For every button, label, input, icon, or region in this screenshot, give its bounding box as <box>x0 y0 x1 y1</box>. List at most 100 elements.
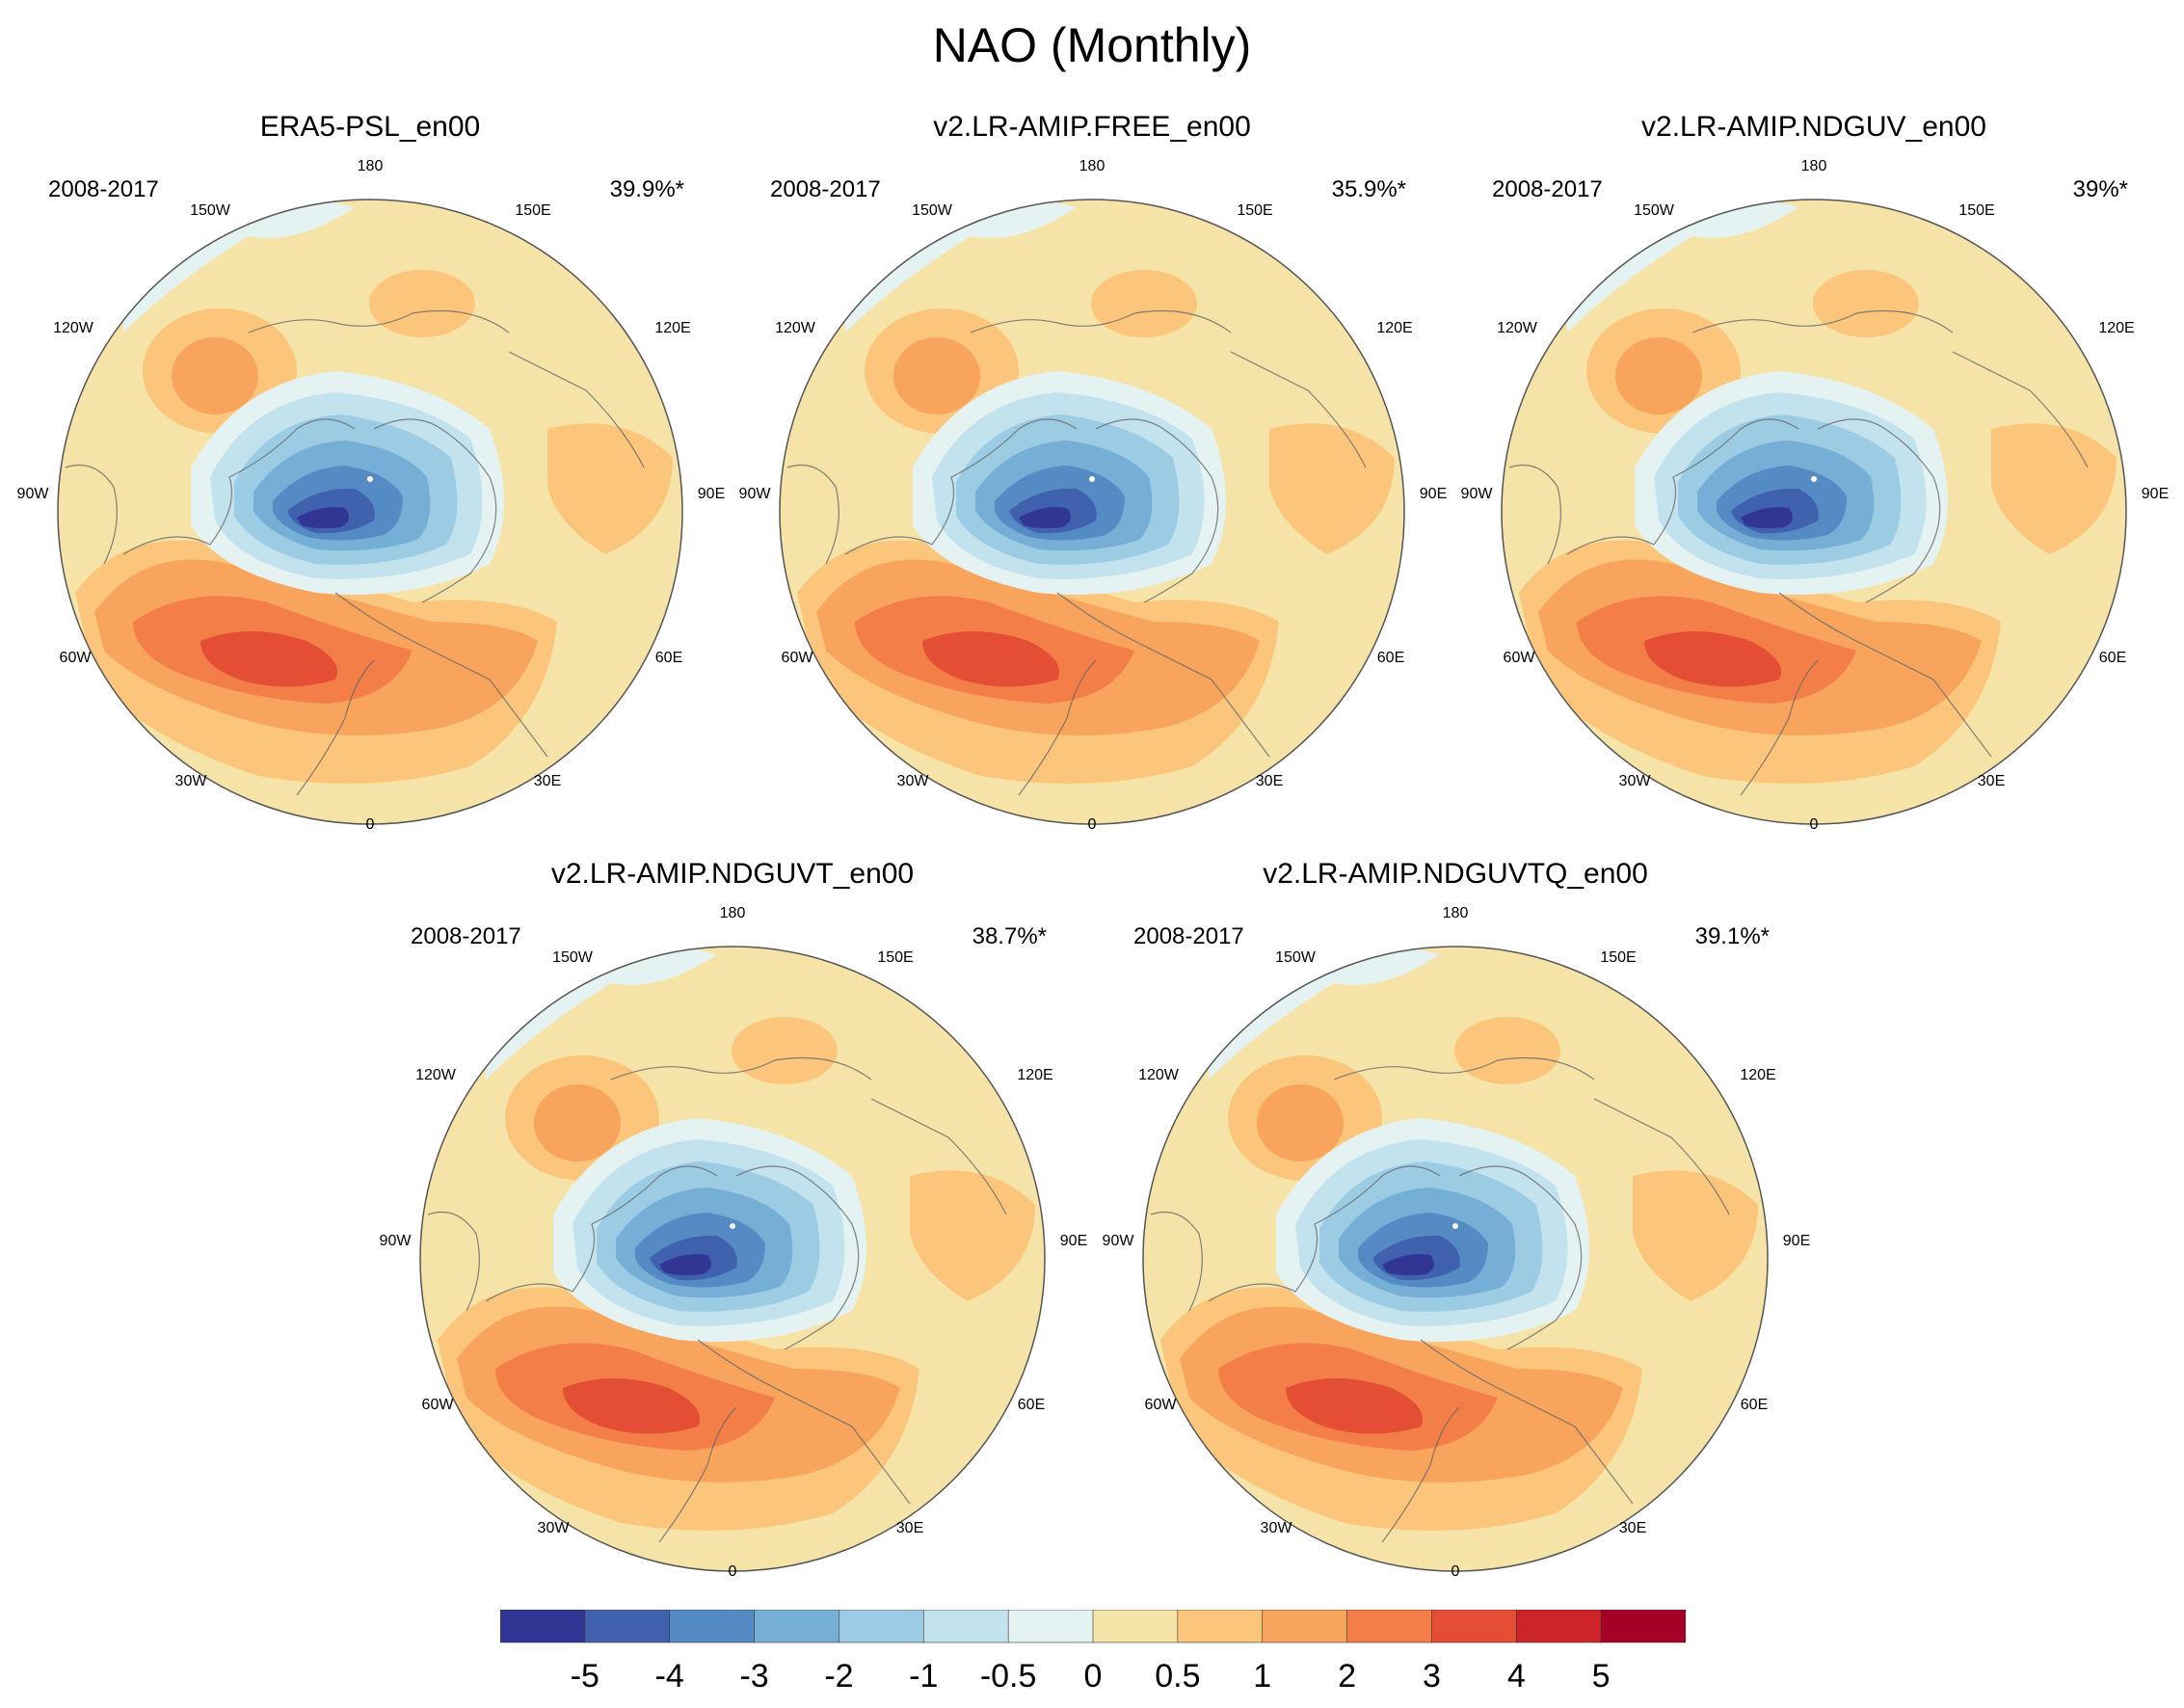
lon-label-120w: 120W <box>775 320 816 336</box>
map-panel-ndguv: v2.LR-AMIP.NDGUV_en00 180 150W 150E 120W… <box>1452 111 2176 863</box>
colorbar-box <box>669 1610 756 1643</box>
lon-label-30e: 30E <box>1619 1520 1646 1536</box>
lon-label-150w: 150W <box>1275 949 1317 966</box>
lon-label-30w: 30W <box>1261 1520 1293 1536</box>
map-panel-free: v2.LR-AMIP.FREE_en00 180 150W 150E 120W … <box>730 111 1454 863</box>
polar-map: 180 150W 150E 120W 120E 90W 90E 60W 60E … <box>1461 158 2170 833</box>
lon-label-180: 180 <box>720 905 746 921</box>
colorbar-box <box>500 1610 586 1643</box>
colorbar-tick-label: -5 <box>571 1658 599 1695</box>
lon-label-150w: 150W <box>912 202 953 219</box>
colorbar-tick-label: 0 <box>1084 1658 1103 1695</box>
lon-label-60e: 60E <box>1018 1397 1045 1413</box>
lon-label-90w: 90W <box>739 486 772 502</box>
period-label: 2008-2017 <box>411 923 521 949</box>
lon-label-90e: 90E <box>698 486 725 502</box>
lon-label-60e: 60E <box>2099 650 2126 666</box>
lon-label-60w: 60W <box>1145 1397 1178 1413</box>
period-label: 2008-2017 <box>770 176 881 202</box>
period-label: 2008-2017 <box>1133 923 1244 949</box>
lon-label-60e: 60E <box>655 650 682 666</box>
colorbar-box <box>584 1610 671 1643</box>
lon-label-0: 0 <box>366 816 375 833</box>
lon-label-180: 180 <box>1079 158 1105 174</box>
lon-label-150e: 150E <box>1600 949 1636 966</box>
panel-title: v2.LR-AMIP.FREE_en00 <box>933 111 1251 143</box>
colorbar-ticks: -5 -4 -3 -2 -1 -0.5 0 0.5 1 2 3 4 5 <box>571 1658 1611 1695</box>
lon-label-30e: 30E <box>1256 773 1283 789</box>
lon-label-120e: 120E <box>1740 1067 1775 1083</box>
lon-label-120e: 120E <box>1017 1067 1052 1083</box>
colorbar-tick-label: -3 <box>739 1658 768 1695</box>
colorbar-box <box>1346 1610 1433 1643</box>
lon-label-30w: 30W <box>538 1520 571 1536</box>
colorbar-tick-label: -0.5 <box>980 1658 1037 1695</box>
lon-label-180: 180 <box>1801 158 1827 174</box>
colorbar-box <box>839 1610 925 1643</box>
panel-title: v2.LR-AMIP.NDGUVT_en00 <box>550 858 915 890</box>
colorbar-box <box>1431 1610 1518 1643</box>
lon-label-0: 0 <box>729 1563 737 1580</box>
colorbar-tick-label: 0.5 <box>1155 1658 1200 1695</box>
lon-label-120e: 120E <box>2098 320 2134 336</box>
lon-label-150e: 150E <box>1237 202 1272 219</box>
period-label: 2008-2017 <box>1492 176 1603 202</box>
lon-label-120e: 120E <box>654 320 690 336</box>
variance-label: 39.9%* <box>609 176 684 202</box>
colorbar-tick-label: 3 <box>1423 1658 1441 1695</box>
lon-label-0: 0 <box>1088 816 1097 833</box>
lon-label-30w: 30W <box>897 773 930 789</box>
lon-label-150e: 150E <box>877 949 913 966</box>
lon-label-120e: 120E <box>1376 320 1412 336</box>
map-panel-era5: ERA5-PSL_en00 180 150W 150E 120W 120E 90… <box>8 111 732 863</box>
lon-label-60w: 60W <box>60 650 93 666</box>
panel-title: v2.LR-AMIP.NDGUVTQ_en00 <box>1263 858 1648 890</box>
lon-label-120w: 120W <box>415 1067 457 1083</box>
colorbar-box <box>1262 1610 1348 1643</box>
panel-title: ERA5-PSL_en00 <box>259 111 481 143</box>
lon-label-90w: 90W <box>1461 486 1494 502</box>
lon-label-30w: 30W <box>1619 773 1652 789</box>
lon-label-90e: 90E <box>1060 1233 1087 1249</box>
colorbar-tick-label: 5 <box>1592 1658 1611 1695</box>
lon-label-30w: 30W <box>175 773 208 789</box>
lon-label-120w: 120W <box>53 320 94 336</box>
period-label: 2008-2017 <box>48 176 159 202</box>
variance-label: 35.9%* <box>1331 176 1406 202</box>
lon-label-150e: 150E <box>515 202 550 219</box>
colorbar: -5 -4 -3 -2 -1 -0.5 0 0.5 1 2 3 4 5 <box>500 1610 1686 1695</box>
panel-title: v2.LR-AMIP.NDGUV_en00 <box>1641 111 1986 143</box>
colorbar-tick-label: -2 <box>824 1658 853 1695</box>
lon-label-30e: 30E <box>896 1520 923 1536</box>
colorbar-box <box>1177 1610 1264 1643</box>
variance-label: 38.7%* <box>972 923 1047 949</box>
lon-label-180: 180 <box>1443 905 1469 921</box>
lon-label-60w: 60W <box>782 650 814 666</box>
map-panel-ndguvtq: v2.LR-AMIP.NDGUVTQ_en00 180 150W 150E 12… <box>1093 858 1818 1610</box>
colorbar-box <box>1092 1610 1179 1643</box>
variance-label: 39.1%* <box>1694 923 1770 949</box>
map-panel-ndguvt: v2.LR-AMIP.NDGUVT_en00 180 150W 150E 120… <box>370 858 1095 1610</box>
polar-map: 180 150W 150E 120W 120E 90W 90E 60W 60E … <box>380 905 1088 1580</box>
polar-map: 180 150W 150E 120W 120E 90W 90E 60W 60E … <box>17 158 726 833</box>
lon-label-30e: 30E <box>534 773 561 789</box>
lon-label-180: 180 <box>358 158 384 174</box>
lon-label-60e: 60E <box>1741 1397 1768 1413</box>
lon-label-150e: 150E <box>1958 202 1994 219</box>
colorbar-tick-label: -1 <box>909 1658 938 1695</box>
colorbar-tick-label: 1 <box>1253 1658 1271 1695</box>
lon-label-0: 0 <box>1452 1563 1460 1580</box>
colorbar-box <box>1600 1610 1686 1643</box>
colorbar-boxes <box>500 1610 1686 1643</box>
lon-label-90e: 90E <box>1783 1233 1810 1249</box>
colorbar-box <box>754 1610 840 1643</box>
lon-label-60w: 60W <box>1504 650 1536 666</box>
colorbar-tick-label: 4 <box>1507 1658 1526 1695</box>
colorbar-tick-label: 2 <box>1338 1658 1356 1695</box>
colorbar-tick-label: -4 <box>655 1658 684 1695</box>
lon-label-90w: 90W <box>17 486 50 502</box>
lon-label-90e: 90E <box>1420 486 1447 502</box>
colorbar-box <box>1515 1610 1602 1643</box>
colorbar-box <box>922 1610 1009 1643</box>
lon-label-150w: 150W <box>552 949 594 966</box>
